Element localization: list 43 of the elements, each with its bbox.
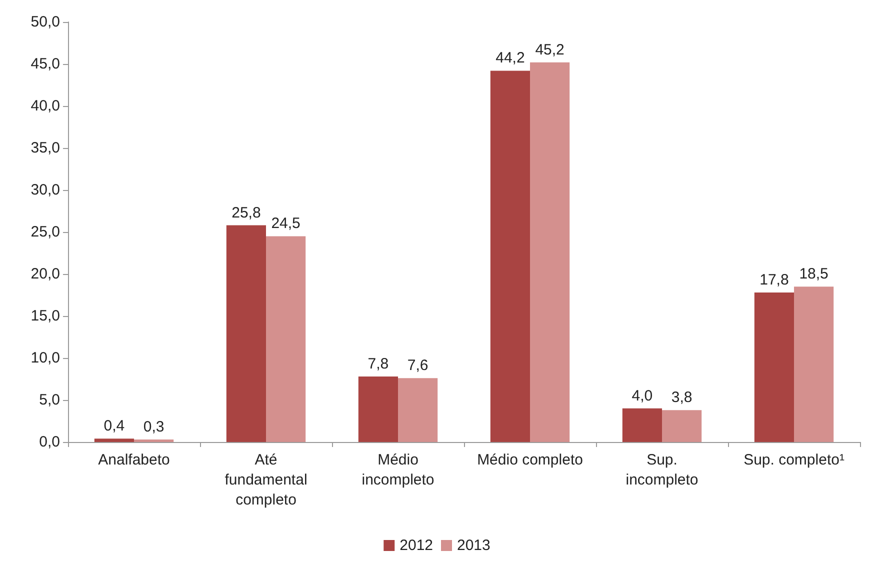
data-label: 7,8: [368, 355, 389, 372]
bar: [754, 292, 794, 442]
data-label: 25,8: [232, 204, 261, 222]
y-tick-label: 40,0: [30, 98, 60, 114]
data-label: 4,0: [632, 387, 653, 404]
y-tick-label: 5,0: [39, 392, 60, 408]
data-label: 17,8: [760, 271, 789, 288]
y-tick-label: 0,0: [39, 434, 60, 450]
data-label: 7,6: [407, 357, 428, 374]
bar: [662, 410, 702, 442]
bar: [134, 439, 174, 442]
bar: [794, 286, 834, 442]
x-tick-label: Médio completo: [477, 452, 583, 468]
legend-label: 2013: [457, 537, 490, 554]
y-tick-label: 45,0: [30, 56, 60, 72]
x-tick-label: Sup. completo¹: [744, 452, 844, 468]
bar: [398, 378, 438, 442]
data-label: 45,2: [535, 41, 564, 58]
data-label: 3,8: [671, 389, 692, 406]
data-label: 44,2: [496, 50, 525, 67]
y-tick-label: 15,0: [30, 308, 60, 324]
legend-label: 2012: [400, 537, 434, 554]
bar: [94, 438, 134, 442]
y-tick-label: 25,0: [30, 224, 60, 240]
y-tick-label: 50,0: [30, 14, 60, 30]
x-tick-label: Médio incompleto: [362, 452, 434, 488]
bar: [622, 408, 662, 442]
bar: [490, 70, 530, 442]
y-tick-label: 35,0: [30, 140, 60, 156]
x-tick-label: Sup. incompleto: [626, 452, 698, 488]
bar: [530, 62, 570, 442]
y-tick-label: 20,0: [30, 266, 60, 282]
y-tick-label: 30,0: [30, 182, 60, 198]
bar: [358, 376, 398, 442]
data-label: 0,3: [143, 418, 164, 436]
data-label: 24,5: [271, 215, 300, 232]
x-tick-label: Analfabeto: [98, 452, 170, 468]
bar: [266, 236, 306, 442]
y-tick-label: 10,0: [30, 350, 60, 366]
x-tick-label: Até fundamental completo: [224, 452, 308, 508]
data-label: 0,4: [104, 418, 125, 435]
data-label: 18,5: [799, 266, 828, 283]
bar: [226, 225, 266, 442]
